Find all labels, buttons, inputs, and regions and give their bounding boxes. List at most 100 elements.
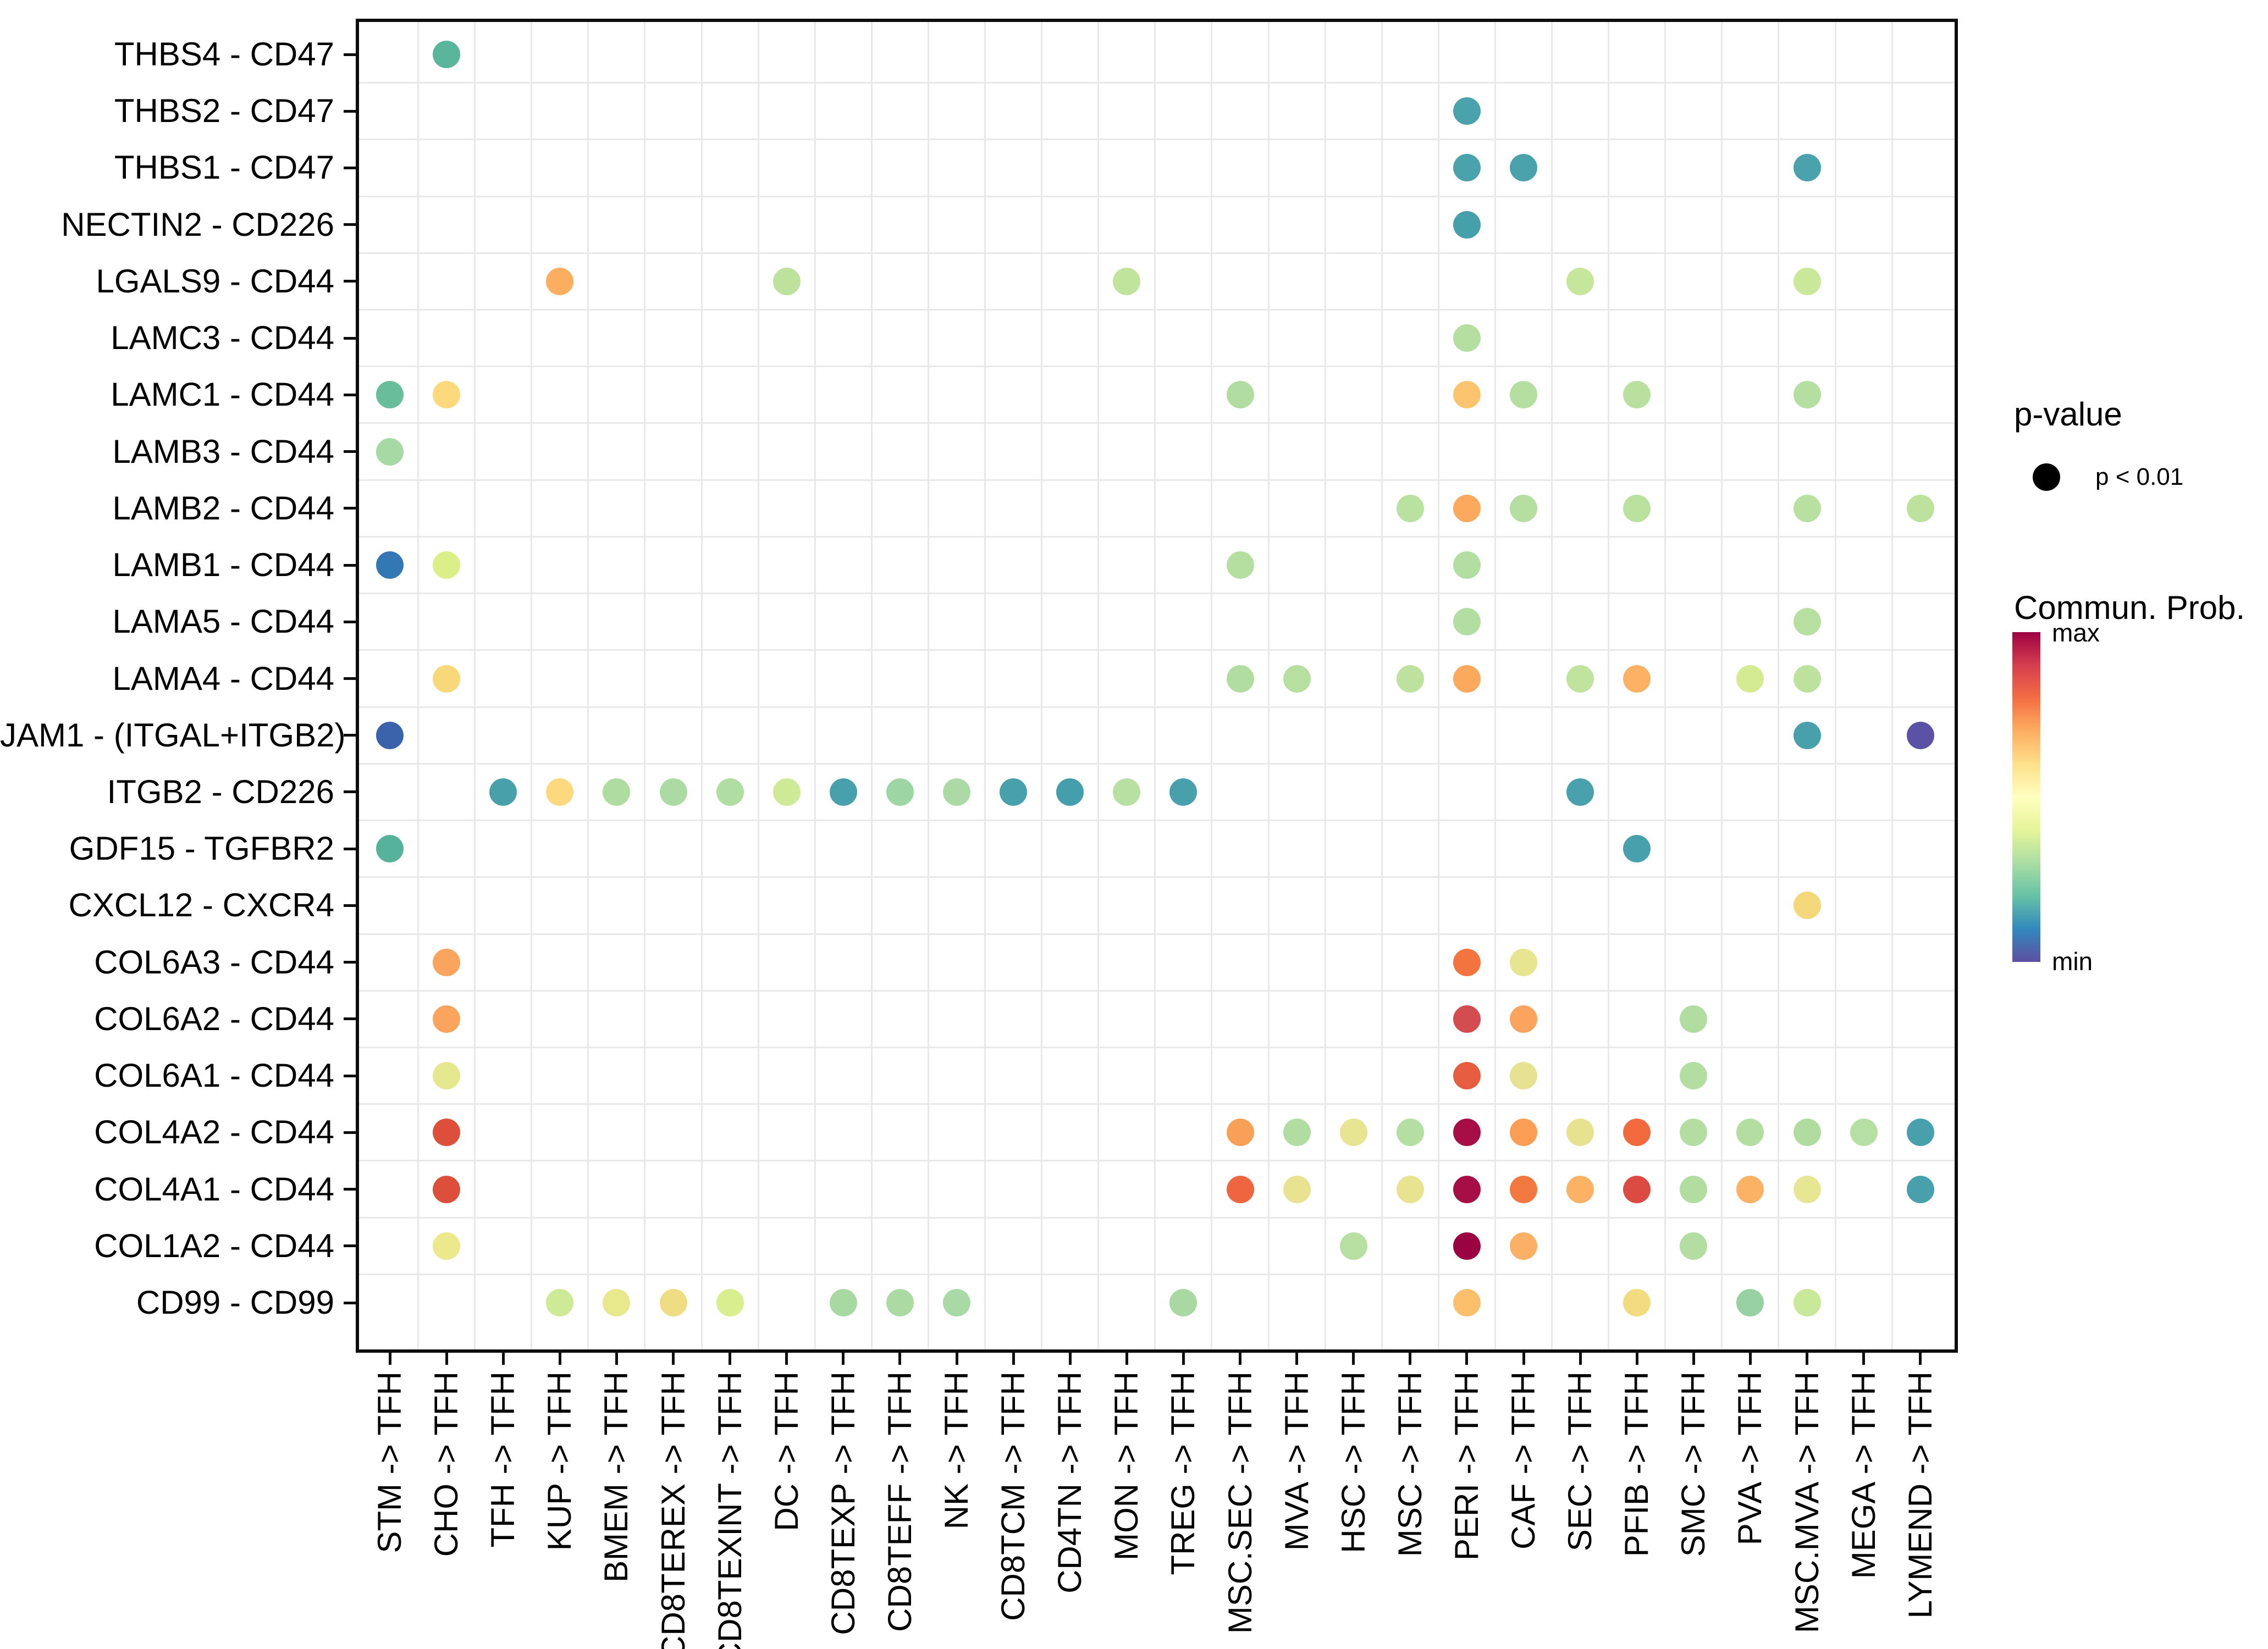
- x-tick: [898, 1349, 902, 1365]
- gridline-vertical: [1211, 22, 1213, 1349]
- y-tick: [344, 620, 359, 623]
- y-axis-label: LAMC1 - CD44: [111, 376, 334, 413]
- y-tick: [344, 280, 359, 283]
- data-dot: [1680, 1119, 1708, 1147]
- data-dot: [603, 778, 631, 806]
- gridline-vertical: [1608, 22, 1610, 1349]
- data-dot: [1453, 1175, 1481, 1203]
- colorbar-gradient: [2012, 632, 2040, 962]
- y-axis-label: CXCL12 - CXCR4: [68, 887, 335, 924]
- gridline-horizontal: [359, 1103, 1955, 1105]
- pvalue-legend-label: p < 0.01: [2095, 463, 2184, 490]
- data-dot: [1906, 1175, 1934, 1203]
- y-tick: [344, 109, 359, 113]
- data-dot: [1793, 381, 1821, 409]
- data-dot: [1453, 97, 1481, 125]
- data-dot: [1453, 1062, 1481, 1090]
- x-axis-label: HSC -> TFH: [1334, 1371, 1372, 1553]
- data-dot: [829, 778, 857, 806]
- x-tick: [1692, 1349, 1695, 1365]
- data-dot: [546, 778, 574, 806]
- data-dot: [1623, 1289, 1651, 1317]
- data-dot: [1906, 721, 1934, 749]
- data-dot: [659, 778, 687, 806]
- data-dot: [546, 267, 574, 295]
- x-axis-label: CD4TN -> TFH: [1051, 1371, 1089, 1593]
- gridline-horizontal: [359, 309, 1955, 311]
- x-axis-label: MSC.SEC -> TFH: [1221, 1371, 1259, 1634]
- x-tick: [729, 1349, 732, 1365]
- gridline-vertical: [1551, 22, 1553, 1349]
- x-axis-label: CAF -> TFH: [1505, 1371, 1542, 1550]
- gridline-vertical: [1154, 22, 1156, 1349]
- data-dot: [546, 1289, 574, 1317]
- data-dot: [1793, 608, 1821, 636]
- gridline-vertical: [1778, 22, 1780, 1349]
- gridline-vertical: [757, 22, 759, 1349]
- y-tick: [344, 790, 359, 794]
- data-dot: [1680, 1175, 1708, 1203]
- data-dot: [1453, 665, 1481, 693]
- data-dot: [1453, 551, 1481, 579]
- x-tick: [388, 1349, 391, 1365]
- y-axis-label: CD99 - CD99: [136, 1284, 334, 1321]
- y-tick: [344, 507, 359, 510]
- data-dot: [772, 267, 801, 295]
- data-dot: [1793, 494, 1821, 522]
- data-dot: [1510, 494, 1537, 522]
- pvalue-dot-icon: [2033, 463, 2060, 491]
- data-dot: [433, 41, 461, 68]
- x-tick: [1409, 1349, 1412, 1365]
- data-dot: [1000, 778, 1028, 806]
- data-dot: [1226, 1119, 1254, 1147]
- x-tick: [558, 1349, 561, 1365]
- x-tick: [1919, 1349, 1922, 1365]
- data-dot: [886, 1289, 914, 1317]
- y-axis-label: JAM1 - (ITGAL+ITGB2): [0, 716, 346, 754]
- data-dot: [1736, 1119, 1764, 1147]
- gridline-horizontal: [359, 535, 1955, 538]
- pvalue-legend-title: p-value: [2014, 396, 2122, 433]
- gridline-horizontal: [359, 479, 1955, 481]
- data-dot: [489, 778, 517, 806]
- x-tick: [1295, 1349, 1299, 1365]
- gridline-vertical: [1267, 22, 1270, 1349]
- gridline-vertical: [1324, 22, 1326, 1349]
- data-dot: [772, 778, 801, 806]
- data-dot: [1113, 267, 1141, 295]
- data-dot: [1510, 1062, 1537, 1090]
- gridline-horizontal: [359, 366, 1955, 368]
- y-axis-label: COL6A2 - CD44: [94, 1000, 334, 1037]
- data-dot: [1169, 778, 1198, 806]
- data-dot: [1736, 1175, 1764, 1203]
- data-dot: [1453, 1232, 1481, 1260]
- gridline-vertical: [1437, 22, 1439, 1349]
- x-axis-label: MEGA -> TFH: [1845, 1371, 1882, 1579]
- y-axis-label: THBS2 - CD47: [114, 92, 334, 130]
- data-dot: [1623, 494, 1651, 522]
- data-dot: [1226, 1175, 1254, 1203]
- gridline-vertical: [1097, 22, 1100, 1349]
- x-axis-label: KUP -> TFH: [541, 1371, 578, 1551]
- y-axis-label: COL4A1 - CD44: [94, 1170, 334, 1208]
- data-dot: [1793, 1119, 1821, 1147]
- data-dot: [1793, 267, 1821, 295]
- gridline-vertical: [1664, 22, 1666, 1349]
- data-dot: [1510, 1232, 1537, 1260]
- data-dot: [376, 381, 404, 409]
- x-tick: [1579, 1349, 1582, 1365]
- data-dot: [433, 1232, 461, 1260]
- data-dot: [1680, 1232, 1708, 1260]
- data-dot: [376, 438, 404, 466]
- x-tick: [1635, 1349, 1638, 1365]
- data-dot: [433, 381, 461, 409]
- gridline-horizontal: [359, 1273, 1955, 1275]
- data-dot: [1453, 948, 1481, 976]
- y-axis-label: COL6A3 - CD44: [94, 943, 334, 981]
- x-axis-label: PERI -> TFH: [1448, 1371, 1485, 1561]
- x-axis-label: CD8TEREX -> TFH: [654, 1371, 692, 1649]
- x-axis-label: CD8TCM -> TFH: [995, 1371, 1032, 1621]
- y-axis-label: COL6A1 - CD44: [94, 1057, 334, 1094]
- data-dot: [1453, 1005, 1481, 1033]
